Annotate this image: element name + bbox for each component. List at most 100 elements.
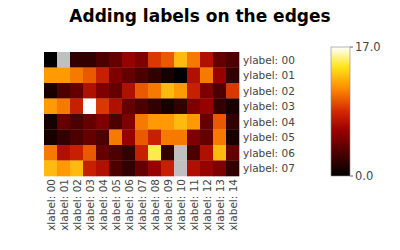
heat-cell [174, 68, 187, 84]
heat-cell [122, 130, 135, 146]
heat-cell [226, 68, 239, 84]
heat-cell [161, 52, 174, 68]
heat-cell [148, 145, 161, 161]
heat-cell [135, 83, 148, 99]
chart: Adding labels on the edges ylabel: 00 ylab… [0, 0, 400, 250]
heat-cell [44, 145, 57, 161]
heat-cell [96, 161, 109, 177]
heat-cell [70, 145, 83, 161]
heat-cell [57, 68, 70, 84]
heat-cell [148, 161, 161, 177]
heat-cell [200, 161, 213, 177]
heat-cell [187, 83, 200, 99]
heat-cell [226, 99, 239, 115]
heat-cell [200, 145, 213, 161]
heat-cell [226, 114, 239, 130]
heat-cell [135, 68, 148, 84]
heat-cell [187, 145, 200, 161]
heat-cell [96, 114, 109, 130]
heat-cell [187, 52, 200, 68]
heat-cell [109, 99, 122, 115]
heat-cell [57, 83, 70, 99]
heat-cell [57, 161, 70, 177]
heat-cell [83, 52, 96, 68]
colorbar-tick [350, 176, 353, 177]
heat-cell [174, 114, 187, 130]
heat-cell [44, 114, 57, 130]
y-tick-label: ylabel: 00 [243, 54, 295, 66]
heat-cell [213, 145, 226, 161]
heat-cell [174, 83, 187, 99]
heat-cell [148, 52, 161, 68]
heat-cell [213, 161, 226, 177]
y-tick-label: ylabel: 03 [243, 100, 295, 112]
heat-cell [187, 161, 200, 177]
heat-cell [122, 68, 135, 84]
heat-cell [109, 52, 122, 68]
x-tick-label: xlabel: 08 [149, 179, 161, 231]
heat-cell [96, 130, 109, 146]
heat-cell [70, 99, 83, 115]
y-tick-label: ylabel: 01 [243, 69, 295, 81]
heat-cell [135, 99, 148, 115]
heat-cell [122, 114, 135, 130]
heat-cell [226, 161, 239, 177]
heat-cell [57, 145, 70, 161]
x-tick-label: xlabel: 07 [136, 179, 148, 231]
heat-cell [200, 52, 213, 68]
heat-cell [174, 145, 187, 161]
heat-cell [57, 52, 70, 68]
heat-cell [122, 161, 135, 177]
x-tick-label: xlabel: 04 [97, 179, 109, 231]
colorbar [331, 47, 350, 176]
heat-cell [122, 83, 135, 99]
x-tick-label: xlabel: 06 [123, 179, 135, 231]
heat-cell [148, 83, 161, 99]
heat-cell [109, 161, 122, 177]
x-tick-label: xlabel: 12 [201, 179, 213, 231]
heat-cell [213, 114, 226, 130]
heat-cell [226, 145, 239, 161]
heat-cell [83, 68, 96, 84]
heat-cell [83, 83, 96, 99]
heat-cell [148, 130, 161, 146]
heat-cell [213, 83, 226, 99]
y-tick-label: ylabel: 06 [243, 147, 295, 159]
x-tick-label: xlabel: 02 [71, 179, 83, 231]
heat-cell [70, 130, 83, 146]
heat-cell [83, 145, 96, 161]
heat-cell [44, 83, 57, 99]
heat-cell [83, 130, 96, 146]
colorbar-tick-label: 0.0 [355, 169, 373, 183]
title: Adding labels on the edges [69, 6, 330, 26]
colorbar-tick [350, 47, 353, 48]
x-tick-label: xlabel: 14 [227, 179, 239, 231]
x-tick-label: xlabel: 03 [84, 179, 96, 231]
heat-cell [213, 52, 226, 68]
heat-cell [70, 52, 83, 68]
heat-cell [109, 68, 122, 84]
heat-cell [161, 83, 174, 99]
heat-cell [96, 83, 109, 99]
heat-cell [187, 130, 200, 146]
background [0, 0, 400, 250]
heat-cell [135, 52, 148, 68]
heat-cell [161, 68, 174, 84]
heat-cell [109, 130, 122, 146]
heat-cell [44, 68, 57, 84]
heat-cell [135, 145, 148, 161]
heat-cell [44, 52, 57, 68]
heat-cell [148, 114, 161, 130]
heat-cell [44, 161, 57, 177]
heat-cell [135, 130, 148, 146]
x-tick-label: xlabel: 10 [175, 179, 187, 231]
heat-cell [200, 68, 213, 84]
x-tick-label: xlabel: 01 [58, 179, 70, 231]
heat-cell [122, 145, 135, 161]
y-tick-label: ylabel: 07 [243, 162, 295, 174]
heat-cell [109, 114, 122, 130]
heat-cell [213, 68, 226, 84]
heat-cell [70, 68, 83, 84]
heat-cell [174, 161, 187, 177]
x-tick-label: xlabel: 05 [110, 179, 122, 231]
